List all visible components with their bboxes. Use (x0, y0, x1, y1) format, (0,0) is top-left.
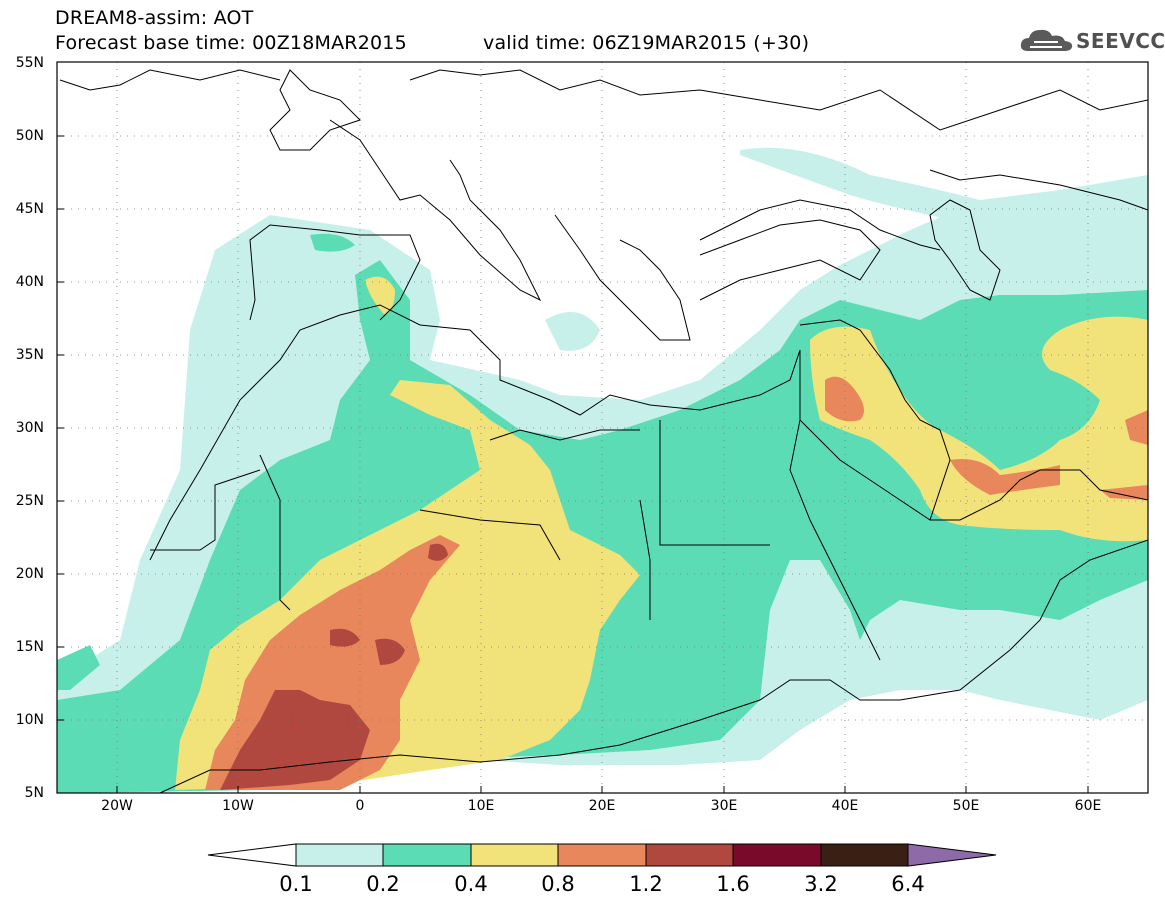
lat-label: 20N (15, 566, 44, 582)
aot-field (57, 147, 1148, 793)
colorbar-swatch (820, 843, 909, 867)
lat-label: 25N (15, 493, 44, 509)
lon-label: 50E (952, 798, 980, 814)
lon-label: 10E (467, 798, 495, 814)
lon-label: 20W (101, 798, 133, 814)
aot-level-1.2 (220, 543, 448, 790)
colorbar-label: 0.4 (454, 872, 488, 896)
lon-label: 60E (1074, 798, 1102, 814)
lat-label: 35N (15, 347, 44, 363)
coastlines (57, 69, 1148, 793)
seevccc-logo: SEEVCCC (1018, 25, 1165, 55)
lat-label: 5N (24, 785, 44, 801)
lat-label: 50N (15, 128, 44, 144)
map-title: DREAM8-assim: AOT (55, 7, 254, 29)
colorbar-label: 0.1 (279, 872, 313, 896)
colorbar-label: 6.4 (891, 872, 925, 896)
lat-label: 45N (15, 201, 44, 217)
lat-label: 55N (15, 55, 44, 71)
colorbar-swatch (557, 843, 647, 867)
lat-label: 40N (15, 274, 44, 290)
colorbar-swatch (382, 843, 472, 867)
colorbar-label: 1.6 (716, 872, 750, 896)
colorbar-arrow-low (207, 843, 297, 867)
valid-time: valid time: 06Z19MAR2015 (+30) (483, 32, 810, 54)
colorbar-label: 0.2 (366, 872, 400, 896)
cloud-icon (1020, 29, 1073, 51)
colorbar-swatch (295, 843, 384, 867)
lon-label: 10W (222, 798, 254, 814)
graticule (57, 62, 1148, 793)
colorbar (207, 843, 997, 867)
lon-label: 20E (588, 798, 616, 814)
lat-label: 10N (15, 712, 44, 728)
colorbar-arrow-high (907, 843, 997, 867)
colorbar-swatch (645, 843, 734, 867)
logo-text: SEEVCCC (1076, 29, 1165, 53)
colorbar-label: 1.2 (629, 872, 663, 896)
lat-label: 15N (15, 639, 44, 655)
colorbar-swatch (470, 843, 559, 867)
lon-label: 40E (831, 798, 859, 814)
lat-label: 30N (15, 420, 44, 436)
colorbar-swatch (732, 843, 822, 867)
lon-label: 30E (710, 798, 738, 814)
lon-label: 0 (355, 798, 365, 814)
frame-ticks (57, 135, 1089, 793)
forecast-base-time: Forecast base time: 00Z18MAR2015 (55, 32, 407, 54)
colorbar-label: 3.2 (804, 872, 838, 896)
colorbar-label: 0.8 (541, 872, 575, 896)
